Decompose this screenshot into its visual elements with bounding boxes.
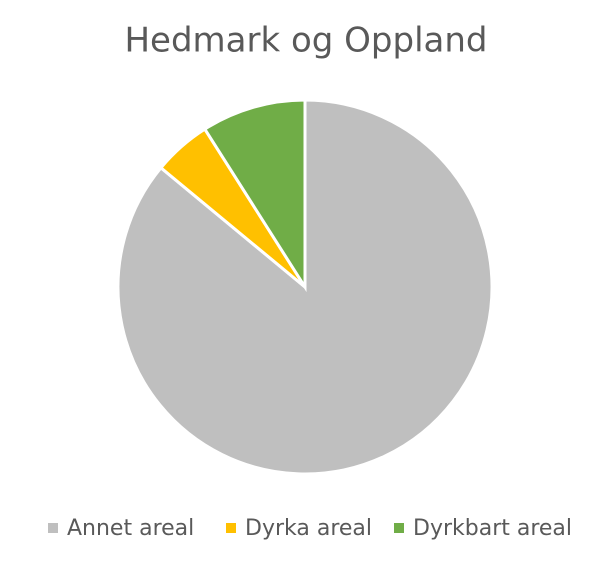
legend-swatch — [48, 523, 58, 533]
chart-title: Hedmark og Oppland — [124, 21, 487, 61]
pie-slice — [202, 98, 307, 293]
legend-swatch — [394, 523, 404, 533]
legend-label: Annet areal — [67, 516, 194, 541]
legend-label: Dyrka areal — [245, 516, 372, 541]
legend-label: Dyrkbart areal — [413, 516, 572, 541]
legend-swatch — [226, 523, 236, 533]
